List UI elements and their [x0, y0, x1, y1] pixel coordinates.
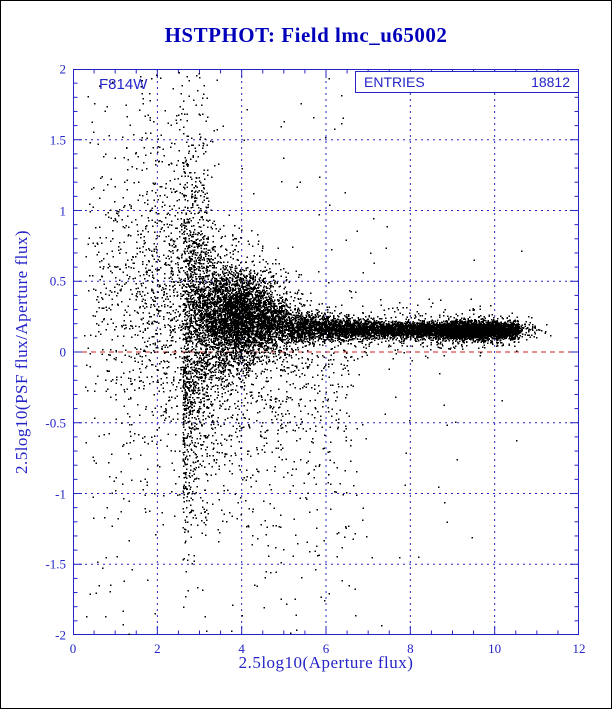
x-axis-title: 2.5log10(Aperture flux) — [238, 653, 414, 672]
filter-label: F814W — [99, 76, 148, 93]
y-tick-label: 2 — [59, 61, 67, 77]
y-tick-label: 0 — [59, 344, 67, 360]
x-tick-label: 2 — [154, 641, 161, 656]
entries-box: ENTRIES 18812 — [355, 71, 579, 93]
y-tick-label: 0.5 — [49, 273, 66, 289]
entries-label: ENTRIES — [364, 74, 425, 90]
x-tick-label: 10 — [488, 641, 502, 656]
scatter-points-layer — [73, 69, 579, 635]
y-tick-label: 1 — [59, 203, 67, 218]
x-tick-label: 6 — [322, 641, 330, 656]
y-tick-label: -1.5 — [45, 556, 66, 572]
y-axis-title: 2.5log10(PSF flux/Aperture flux) — [12, 229, 31, 475]
y-tick-label: -2 — [55, 627, 66, 643]
y-tick-label: -1 — [55, 486, 66, 501]
x-tick-label: 4 — [238, 641, 245, 656]
entries-value: 18812 — [531, 74, 570, 90]
plot-area: F814W ENTRIES 18812 — [73, 69, 579, 635]
x-tick-label: 0 — [69, 641, 77, 656]
y-tick-label: 1.5 — [49, 132, 66, 148]
x-tick-label: 8 — [407, 641, 414, 656]
y-tick-label: -0.5 — [45, 415, 66, 431]
page-title: HSTPHOT: Field lmc_u65002 — [164, 23, 448, 47]
x-tick-label: 12 — [572, 641, 586, 656]
